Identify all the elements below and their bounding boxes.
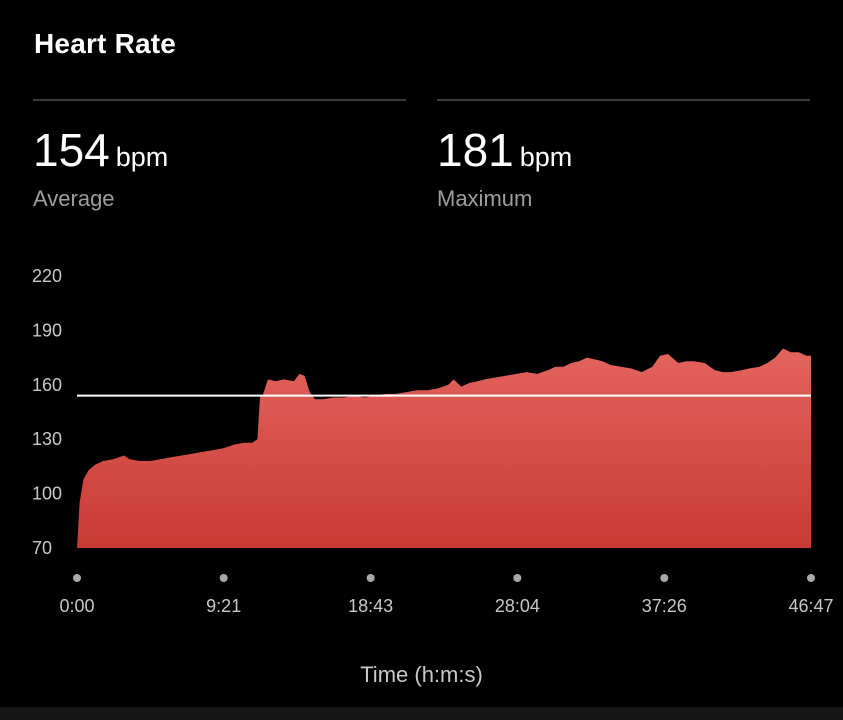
x-tick-label: 18:43 (348, 596, 393, 616)
maximum-label: Maximum (437, 186, 533, 211)
heart-rate-chart: 220 190 160 130 100 70 0:00 9:21 18:43 28:04 37:2… (32, 266, 834, 616)
card-title: Heart Rate (34, 28, 177, 59)
y-tick-label: 100 (32, 484, 62, 504)
x-tick-label: 37:26 (642, 596, 687, 616)
x-tick-dot (660, 574, 669, 582)
x-tick-dot (513, 574, 522, 582)
x-tick-label: 9:21 (206, 596, 241, 616)
y-tick-label: 160 (32, 375, 62, 395)
x-axis-ticks: 0:00 9:21 18:43 28:04 37:26 46:47 (59, 574, 834, 616)
divider-maximum (437, 99, 810, 101)
y-tick-label: 130 (32, 429, 62, 449)
x-tick-label: 0:00 (59, 596, 94, 616)
average-stat: 154 bpm Average (33, 124, 168, 212)
divider-average (33, 99, 406, 101)
y-tick-label: 70 (32, 538, 52, 558)
x-axis-label: Time (h:m:s) (360, 662, 483, 687)
x-tick-dot (807, 574, 815, 582)
average-value: 154 (33, 124, 110, 176)
maximum-value: 181 (437, 124, 514, 176)
heart-rate-area (77, 348, 811, 548)
y-tick-label: 190 (32, 320, 62, 340)
x-tick-label: 28:04 (495, 596, 540, 616)
bottom-bar (0, 707, 843, 720)
x-tick-dot (73, 574, 81, 582)
maximum-unit: bpm (519, 142, 573, 172)
x-tick-dot (219, 574, 228, 582)
x-tick-dot (366, 574, 375, 582)
maximum-stat: 181 bpm Maximum (437, 124, 572, 212)
average-label: Average (33, 186, 115, 211)
x-tick-label: 46:47 (788, 596, 833, 616)
y-tick-label: 220 (32, 266, 62, 286)
average-unit: bpm (115, 142, 169, 172)
y-axis-ticks: 220 190 160 130 100 70 (32, 266, 62, 558)
